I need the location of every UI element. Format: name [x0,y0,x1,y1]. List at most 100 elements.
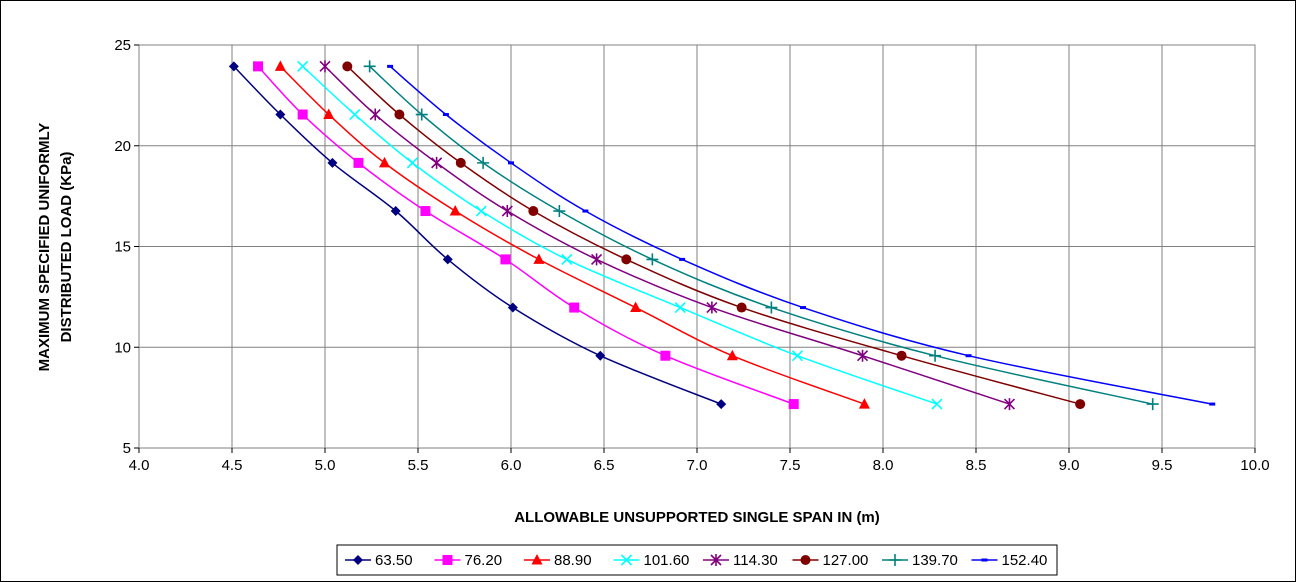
data-point-76.20 [297,109,308,120]
data-point-63.50 [327,157,338,168]
data-point-139.70 [1146,398,1159,411]
data-point-127.00 [1075,399,1086,410]
data-point-88.90 [726,349,738,361]
data-point-139.70 [553,205,566,218]
legend-marker [531,554,543,565]
x-tick-label: 9.0 [1059,457,1080,474]
legend-marker [981,558,988,562]
y-tick-label: 5 [123,440,131,457]
legend-label: 63.50 [375,552,413,569]
data-point-114.30 [856,349,869,362]
x-tick-label: 10.0 [1240,457,1269,474]
data-point-127.00 [896,350,907,361]
data-point-76.20 [500,254,511,265]
legend-item-152.40: 152.40 [971,552,1048,569]
legend-marker [710,554,722,566]
data-point-139.70 [929,349,942,362]
x-tick-label: 4.0 [129,457,150,474]
data-point-63.50 [716,399,727,410]
data-point-127.00 [455,157,466,168]
data-point-101.60 [561,253,573,265]
data-point-101.60 [475,205,487,217]
legend-marker [442,555,453,565]
data-point-114.30 [319,60,331,73]
y-tick-label: 10 [114,339,131,356]
y-axis-title-line1: MAXIMUM SPECIFIED UNIFORMLY [36,123,53,372]
data-point-101.60 [297,60,309,72]
data-point-152.40 [800,306,807,310]
data-point-88.90 [449,205,461,216]
data-point-152.40 [508,161,514,165]
legend-item-88.90: 88.90 [524,552,592,569]
legend-label: 127.00 [823,552,869,569]
x-tick-label: 8.0 [873,457,894,474]
data-point-88.90 [533,253,545,264]
data-point-76.20 [660,350,671,361]
legend-label: 152.40 [1002,552,1048,569]
legend-item-114.30: 114.30 [703,552,778,569]
x-tick-label: 6.0 [501,457,522,474]
x-tick-label: 5.0 [315,457,336,474]
data-point-88.90 [323,108,335,120]
y-axis-title-line2: DISTRIBUTED LOAD (KPa) [58,152,75,343]
data-point-101.60 [349,108,361,121]
data-point-139.70 [477,156,490,169]
data-point-63.50 [442,254,453,265]
legend-item-127.00: 127.00 [792,552,869,569]
data-point-127.00 [342,61,353,72]
data-point-139.70 [765,301,778,314]
data-point-114.30 [1003,398,1016,411]
x-tick-label: 9.5 [1152,457,1173,474]
legend-item-101.60: 101.60 [613,552,690,569]
data-point-127.00 [736,302,747,313]
data-point-76.20 [788,399,799,410]
data-point-88.90 [630,301,642,313]
data-point-101.60 [406,157,418,169]
data-point-152.40 [1209,402,1216,406]
x-tick-label: 7.0 [687,457,708,474]
data-point-114.30 [590,253,603,266]
data-point-152.40 [679,257,686,261]
legend-item-139.70: 139.70 [882,552,958,569]
legend-label: 114.30 [733,552,778,569]
data-point-114.30 [706,301,718,314]
data-point-152.40 [965,354,972,358]
x-tick-label: 4.5 [222,457,243,474]
data-point-139.70 [646,253,659,266]
data-point-63.50 [507,302,518,313]
data-point-76.20 [253,61,264,72]
data-point-139.70 [415,108,428,121]
y-tick-label: 15 [114,239,131,256]
legend-item-76.20: 76.20 [434,552,503,569]
data-point-101.60 [791,350,804,362]
x-tick-label: 7.5 [780,457,801,474]
data-point-63.50 [595,350,606,361]
data-point-76.20 [353,157,364,168]
legend-marker [800,555,811,565]
data-point-152.40 [442,113,449,117]
legend-marker [353,555,363,565]
data-point-139.70 [363,60,376,73]
legend-label: 139.70 [912,552,958,569]
data-point-88.90 [858,398,870,409]
data-point-152.40 [582,209,589,213]
data-point-88.90 [379,156,391,168]
data-point-127.00 [394,109,405,120]
data-point-63.50 [275,109,286,120]
data-point-114.30 [501,205,513,218]
legend-marker [889,554,901,566]
legend: 63.50 76.20 88.90 101.60 114.30 127.00 139.70 1… [345,552,1047,569]
data-point-76.20 [569,302,580,313]
legend-label: 88.90 [554,552,592,569]
x-tick-label: 5.5 [408,457,429,474]
legend-label: 76.20 [465,552,503,569]
data-point-114.30 [369,108,381,121]
x-axis-ticks: 4.0 4.5 5.0 5.5 6.0 6.5 7.0 7.5 8.0 8.5 9.0 9.5 10.0 [129,448,1270,474]
data-point-76.20 [420,206,431,217]
legend-label: 101.60 [644,552,690,569]
x-tick-label: 6.5 [594,457,615,474]
data-point-127.00 [621,254,632,265]
y-tick-label: 25 [114,37,131,54]
data-point-88.90 [274,60,286,71]
